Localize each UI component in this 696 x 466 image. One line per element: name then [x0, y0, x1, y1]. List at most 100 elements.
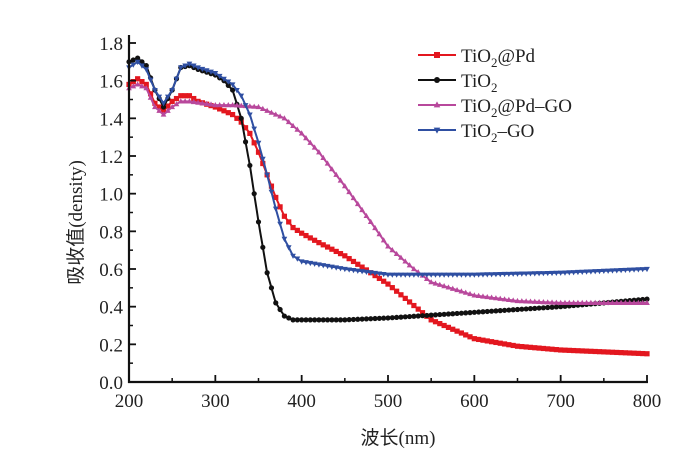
legend-marker — [434, 52, 440, 58]
data-point — [329, 264, 335, 270]
data-point — [281, 313, 287, 319]
data-point — [445, 324, 452, 330]
data-point — [346, 256, 352, 262]
data-point — [134, 59, 141, 65]
data-point — [350, 194, 357, 201]
data-point — [501, 296, 508, 302]
axes-layer — [127, 35, 648, 384]
data-point — [299, 317, 305, 323]
data-point — [501, 307, 508, 313]
data-point — [471, 309, 477, 315]
data-point — [445, 272, 452, 278]
data-point — [614, 349, 620, 356]
y-tick-label: 1.6 — [99, 72, 123, 93]
data-point — [411, 313, 417, 319]
data-point — [406, 272, 413, 278]
data-point — [566, 270, 573, 276]
data-point — [376, 231, 383, 237]
data-point — [190, 63, 197, 69]
series-tio2-pd-go — [126, 81, 650, 305]
data-point — [449, 285, 456, 291]
data-point — [545, 346, 551, 352]
data-point — [217, 106, 223, 112]
data-point — [631, 299, 637, 305]
data-point — [419, 272, 426, 278]
data-point — [298, 130, 305, 136]
data-point — [337, 251, 344, 257]
data-point — [191, 95, 197, 102]
data-point — [626, 267, 633, 273]
data-point — [316, 149, 322, 155]
data-point — [402, 295, 408, 301]
data-point — [393, 250, 400, 257]
data-point — [575, 269, 581, 276]
data-point — [333, 317, 339, 323]
data-point — [359, 269, 365, 275]
data-point — [596, 299, 603, 305]
data-point — [229, 102, 236, 108]
data-point — [428, 312, 434, 318]
data-point — [436, 281, 443, 287]
data-point — [613, 268, 620, 274]
data-point — [294, 227, 300, 233]
data-point — [251, 103, 258, 109]
data-point — [631, 350, 637, 356]
data-point — [311, 261, 318, 267]
data-point — [531, 271, 538, 277]
data-point — [566, 299, 573, 305]
data-point — [247, 130, 253, 136]
data-point — [411, 272, 417, 278]
data-point — [389, 272, 396, 278]
data-point — [385, 243, 391, 249]
data-point — [160, 104, 167, 110]
data-point — [484, 338, 490, 344]
data-point — [540, 305, 547, 311]
data-point — [596, 349, 603, 355]
y-tick-label: 1.8 — [99, 34, 123, 55]
series-line-tio2-pd — [128, 77, 648, 355]
data-point — [177, 98, 184, 104]
data-point — [402, 258, 409, 264]
data-point — [268, 285, 275, 291]
data-point — [518, 298, 525, 304]
data-point — [299, 230, 305, 236]
data-point — [445, 311, 452, 317]
ticks-layer: 200 300 400 500 600 700 800 0.0 0.2 0.4 0.6 0.8 1.0 1… — [99, 34, 661, 412]
data-point — [540, 271, 547, 277]
data-point — [355, 316, 361, 322]
data-point — [441, 311, 447, 317]
data-point — [644, 296, 650, 302]
data-point — [450, 311, 456, 317]
data-point — [229, 82, 236, 88]
data-point — [402, 314, 408, 320]
data-point — [346, 188, 353, 195]
data-point — [518, 271, 525, 277]
data-point — [506, 307, 512, 313]
data-point — [467, 272, 473, 278]
data-point — [195, 99, 201, 105]
data-point — [618, 299, 624, 305]
data-point — [570, 299, 577, 305]
data-point — [437, 311, 443, 318]
data-point — [523, 298, 529, 304]
data-point — [514, 297, 521, 304]
data-point — [363, 212, 370, 219]
data-point — [484, 293, 491, 300]
data-point — [605, 349, 611, 355]
y-axis-title: 吸收值(density) — [65, 160, 87, 285]
data-point — [380, 272, 387, 278]
data-point — [143, 85, 150, 91]
data-point — [458, 310, 464, 316]
data-point — [605, 299, 612, 305]
data-point — [449, 272, 456, 278]
data-point — [169, 88, 176, 94]
data-point — [281, 115, 288, 121]
data-point — [514, 306, 521, 313]
series-layer — [126, 55, 650, 357]
data-point — [488, 272, 495, 278]
data-point — [342, 317, 348, 323]
data-point — [385, 281, 391, 287]
data-point — [221, 102, 227, 108]
data-point — [398, 314, 404, 320]
data-point — [635, 350, 641, 356]
